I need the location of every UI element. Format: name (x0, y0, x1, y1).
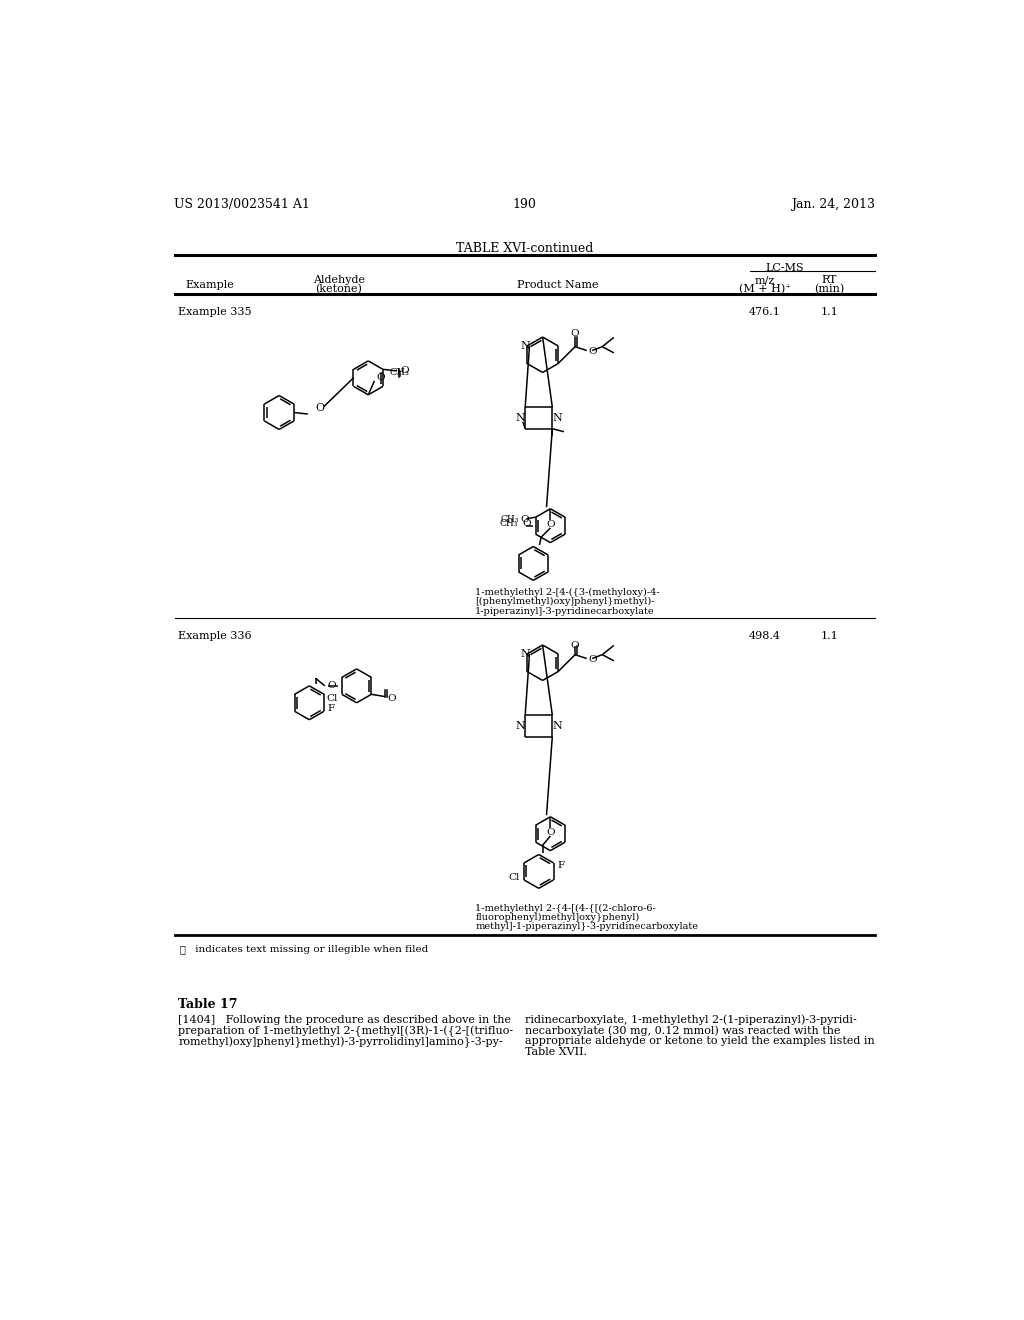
Text: LC-MS: LC-MS (765, 263, 804, 273)
Text: Aldehyde: Aldehyde (312, 276, 365, 285)
Text: 498.4: 498.4 (749, 631, 781, 642)
Text: F: F (328, 705, 335, 713)
Text: 1-methylethyl 2-{4-[(4-{[(2-chloro-6-: 1-methylethyl 2-{4-[(4-{[(2-chloro-6- (475, 904, 656, 913)
Text: Example 335: Example 335 (178, 308, 252, 317)
Text: m/z: m/z (755, 276, 775, 285)
Text: O: O (315, 403, 325, 413)
Text: N: N (520, 341, 529, 351)
Text: appropriate aldehyde or ketone to yield the examples listed in: appropriate aldehyde or ketone to yield … (524, 1036, 874, 1047)
Text: 1-piperazinyl]-3-pyridinecarboxylate: 1-piperazinyl]-3-pyridinecarboxylate (475, 607, 654, 615)
Text: Product Name: Product Name (517, 280, 599, 290)
Text: F: F (557, 861, 564, 870)
Text: 1.1: 1.1 (820, 631, 839, 642)
Text: US 2013/0023541 A1: US 2013/0023541 A1 (174, 198, 310, 211)
Text: O: O (570, 642, 580, 649)
Text: Table 17: Table 17 (178, 998, 238, 1011)
Text: (M + H)⁺: (M + H)⁺ (739, 284, 792, 294)
Text: CH₃: CH₃ (500, 519, 518, 528)
Text: fluorophenyl)methyl]oxy}phenyl): fluorophenyl)methyl]oxy}phenyl) (475, 913, 639, 923)
Text: Cl: Cl (327, 694, 338, 702)
Text: 476.1: 476.1 (750, 308, 781, 317)
Text: O: O (570, 329, 580, 338)
Text: ⓘ: ⓘ (179, 945, 185, 954)
Text: O: O (546, 828, 555, 837)
Text: 190: 190 (513, 198, 537, 211)
Text: O: O (588, 655, 597, 664)
Text: ridinecarboxylate, 1-methylethyl 2-(1-piperazinyl)-3-pyridi-: ridinecarboxylate, 1-methylethyl 2-(1-pi… (524, 1015, 856, 1026)
Text: methyl]-1-piperazinyl}-3-pyridinecarboxylate: methyl]-1-piperazinyl}-3-pyridinecarboxy… (475, 923, 698, 931)
Text: O: O (521, 515, 529, 524)
Text: (min): (min) (814, 284, 845, 294)
Text: CH₃: CH₃ (500, 515, 518, 524)
Text: necarboxylate (30 mg, 0.12 mmol) was reacted with the: necarboxylate (30 mg, 0.12 mmol) was rea… (524, 1026, 841, 1036)
Text: RT: RT (821, 276, 837, 285)
Text: preparation of 1-methylethyl 2-{methyl[(3R)-1-({2-[(trifluo-: preparation of 1-methylethyl 2-{methyl[(… (178, 1026, 513, 1036)
Text: TABLE XVI-continued: TABLE XVI-continued (456, 242, 594, 255)
Text: O: O (377, 374, 385, 383)
Text: N: N (516, 413, 525, 422)
Text: Example 336: Example 336 (178, 631, 252, 642)
Text: O: O (400, 367, 410, 375)
Text: 1.1: 1.1 (820, 308, 839, 317)
Text: O: O (588, 347, 597, 356)
Text: O: O (327, 681, 336, 690)
Text: N: N (552, 413, 562, 422)
Text: Cl: Cl (509, 873, 520, 882)
Text: 1-methylethyl 2-[4-({3-(methyloxy)-4-: 1-methylethyl 2-[4-({3-(methyloxy)-4- (475, 589, 659, 597)
Text: O: O (522, 519, 531, 528)
Text: N: N (552, 721, 562, 731)
Text: O: O (388, 694, 396, 704)
Text: CH₃: CH₃ (390, 368, 410, 378)
Text: O: O (546, 520, 555, 528)
Text: romethyl)oxy]phenyl}methyl)-3-pyrrolidinyl]amino}-3-py-: romethyl)oxy]phenyl}methyl)-3-pyrrolidin… (178, 1036, 503, 1048)
Text: Example: Example (185, 280, 233, 290)
Text: N: N (520, 649, 529, 659)
Text: Table XVII.: Table XVII. (524, 1047, 587, 1057)
Text: (ketone): (ketone) (315, 284, 362, 294)
Text: [(phenylmethyl)oxy]phenyl}methyl)-: [(phenylmethyl)oxy]phenyl}methyl)- (475, 598, 654, 606)
Text: [1404]   Following the procedure as described above in the: [1404] Following the procedure as descri… (178, 1015, 511, 1024)
Text: N: N (516, 721, 525, 731)
Text: Jan. 24, 2013: Jan. 24, 2013 (792, 198, 876, 211)
Text: indicates text missing or illegible when filed: indicates text missing or illegible when… (191, 945, 428, 954)
